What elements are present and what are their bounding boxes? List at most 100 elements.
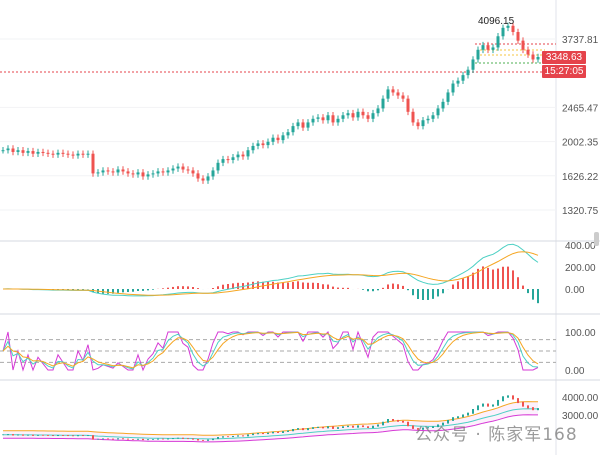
watermark: 公众号 · 陈家军168 (415, 425, 578, 445)
candle-body (506, 25, 510, 28)
candle-body (461, 75, 465, 81)
candle-body (261, 143, 265, 146)
candle-body (246, 150, 250, 157)
candle-body (376, 108, 380, 114)
candle-body (476, 49, 480, 60)
candle-body (526, 49, 530, 55)
candle-body (371, 113, 375, 119)
candle-body (126, 171, 130, 174)
candle-body (396, 92, 400, 96)
price-tick-label: 2002.35 (562, 138, 599, 149)
candle-body (281, 135, 285, 141)
candle-body (31, 151, 35, 154)
candle-body (436, 108, 440, 116)
candle-body (201, 178, 205, 181)
macd-tick-label: 400.00 (565, 241, 596, 252)
candle-body (416, 122, 420, 127)
candle-body (386, 89, 390, 99)
candle-body (176, 166, 180, 169)
price-tick-label: 3737.81 (562, 35, 599, 46)
candle-body (131, 173, 135, 175)
candle-body (121, 169, 125, 172)
oscillator-tick-label: 0.00 (565, 366, 585, 377)
candle-body (146, 174, 150, 177)
candle-body (411, 111, 415, 123)
candle-body (276, 137, 280, 141)
candle-body (91, 153, 95, 174)
candle-body (251, 145, 255, 151)
oscillator-k-line (2, 330, 539, 372)
candle-body (366, 115, 370, 119)
candle-body (106, 170, 110, 172)
candle-body (211, 170, 215, 177)
candle-body (56, 152, 60, 155)
candle-body (76, 153, 80, 156)
candle-body (291, 126, 295, 133)
candle-body (101, 170, 105, 173)
candle-body (241, 154, 245, 157)
signal-line (3, 251, 539, 296)
candle-body (41, 151, 45, 153)
candle-body (11, 148, 15, 152)
candle-body (231, 157, 235, 161)
candle-body (331, 115, 335, 123)
candle-body (36, 151, 40, 154)
candle-body (406, 98, 410, 112)
candle-body (216, 162, 220, 171)
candle-body (306, 122, 310, 128)
candle-body (381, 98, 385, 109)
candle-body (456, 80, 460, 84)
candle-body (191, 170, 195, 174)
candle-body (316, 117, 320, 119)
candle-body (266, 141, 270, 146)
candle-body (51, 153, 55, 155)
candle-body (531, 54, 535, 60)
candle-body (96, 172, 100, 174)
countdown-label: 15:27:05 (542, 65, 586, 78)
candle-body (71, 154, 75, 156)
candle-body (301, 122, 305, 128)
candle-body (6, 148, 10, 151)
candle-body (441, 101, 445, 109)
candle-body (271, 137, 275, 142)
current-price-label: 3348.63 (542, 51, 586, 64)
candle-body (341, 115, 345, 119)
high-annotation: 4096.15 (478, 16, 515, 27)
candle-body (336, 118, 340, 123)
candle-body (311, 118, 315, 123)
candle-body (161, 171, 165, 173)
candle-body (81, 153, 85, 155)
candle-body (46, 152, 50, 154)
candle-body (431, 115, 435, 119)
candle-body (321, 117, 325, 121)
candle-body (196, 173, 200, 179)
price-tick-label: 2465.47 (562, 103, 599, 114)
candle-body (151, 173, 155, 175)
candle-body (421, 120, 425, 127)
candle-body (346, 113, 350, 116)
candle-body (221, 159, 225, 163)
candle-body (181, 166, 185, 170)
candle-body (16, 150, 20, 152)
candle-body (496, 36, 500, 48)
candle-body (486, 45, 490, 50)
candle-body (471, 59, 475, 70)
candle-body (141, 172, 145, 177)
candle-body (326, 115, 330, 121)
candle-body (116, 169, 120, 173)
price-tick-label: 1626.22 (562, 172, 599, 183)
candle-body (156, 171, 160, 174)
candle-body (206, 176, 210, 181)
candle-body (511, 25, 515, 32)
candle-body (491, 47, 495, 50)
scrollbar-handle[interactable] (594, 232, 599, 246)
candle-body (481, 45, 485, 50)
candle-body (61, 152, 65, 154)
candle-body (166, 170, 170, 173)
oscillator-signal-line (2, 331, 539, 369)
candle-body (426, 118, 430, 121)
candle-body (391, 89, 395, 93)
candle-body (21, 150, 25, 153)
candle-body (256, 143, 260, 146)
